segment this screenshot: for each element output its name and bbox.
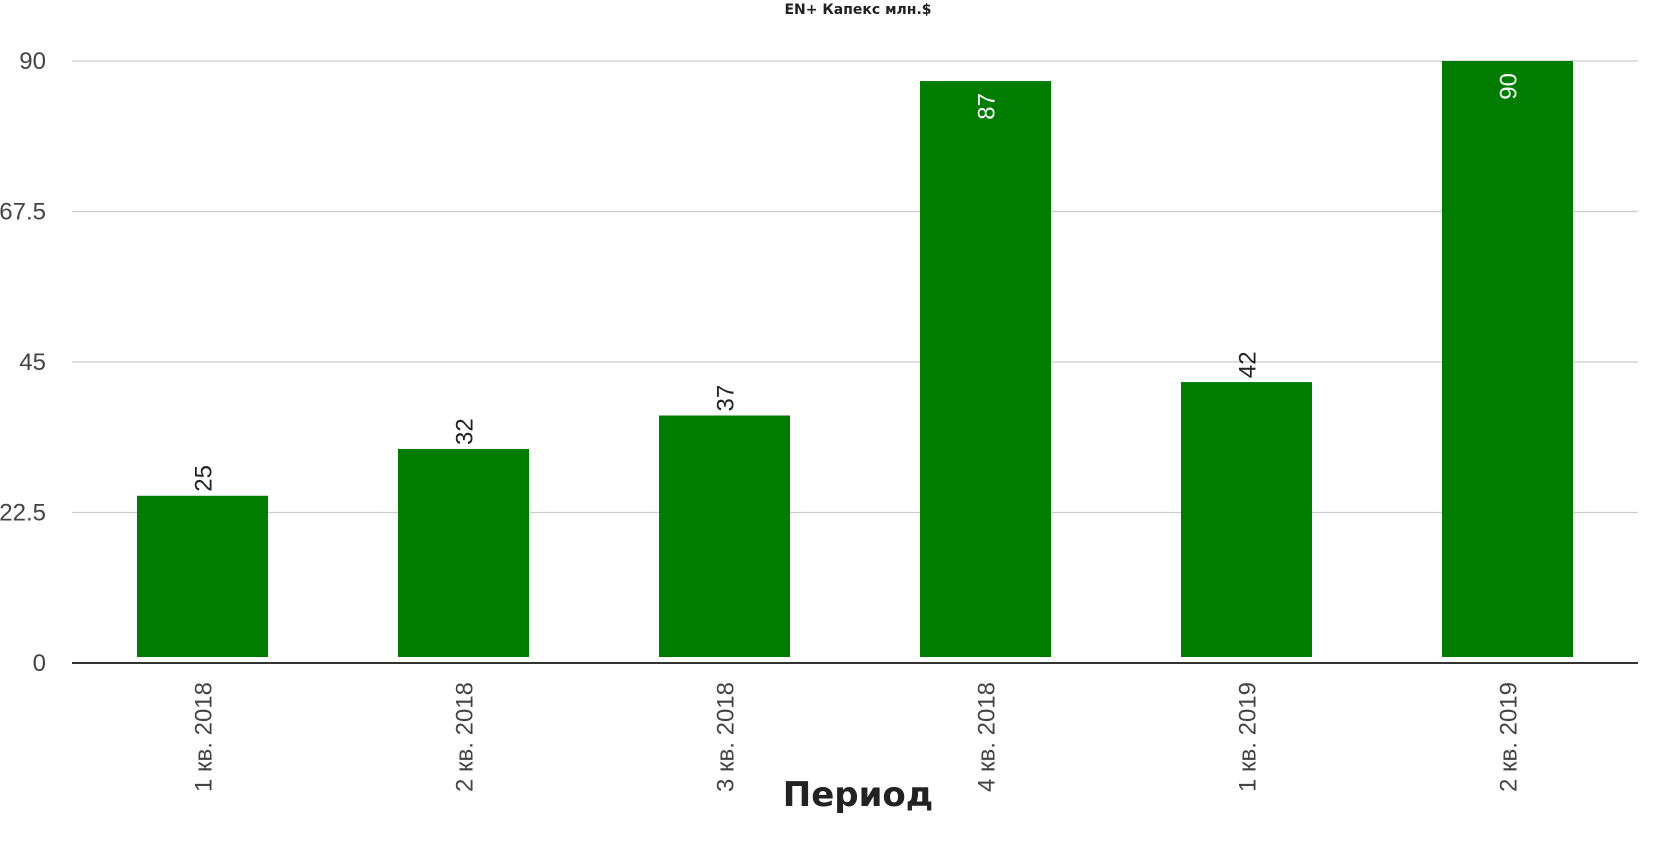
data-label: 37	[713, 385, 740, 412]
data-labels: 25 32 37 87 42 90	[191, 73, 1523, 492]
bar	[1442, 61, 1573, 657]
data-label: 90	[1496, 73, 1523, 100]
bar	[920, 81, 1051, 658]
x-tick-label: 1 кв. 2019	[1235, 682, 1262, 792]
bar	[137, 495, 268, 657]
chart-title: EN+ Капекс млн.$	[784, 2, 931, 18]
y-tick-label: 0	[33, 650, 46, 677]
y-tick-label: 22.5	[0, 500, 46, 527]
x-tick-label: 2 кв. 2018	[452, 682, 479, 792]
y-tick-label: 67.5	[0, 199, 46, 226]
x-axis-title: Период	[783, 775, 934, 815]
x-axis: 1 кв. 2018 2 кв. 2018 3 кв. 2018 4 кв. 2018…	[191, 682, 1523, 792]
x-tick-label: 1 кв. 2018	[191, 682, 218, 792]
data-label: 87	[974, 93, 1001, 120]
y-axis: 0 22.5 45 67.5 90	[0, 48, 46, 677]
y-tick-label: 45	[19, 349, 46, 376]
data-label: 32	[452, 418, 479, 445]
data-label: 42	[1235, 351, 1262, 378]
bar	[398, 448, 529, 657]
data-label: 25	[191, 465, 218, 492]
y-tick-label: 90	[19, 48, 46, 75]
gridlines	[72, 60, 1638, 514]
x-tick-label: 4 кв. 2018	[974, 682, 1001, 792]
bars	[137, 61, 1573, 658]
bar	[1181, 382, 1312, 657]
x-tick-label: 3 кв. 2018	[713, 682, 740, 792]
bar	[659, 415, 790, 657]
x-tick-label: 2 кв. 2019	[1496, 682, 1523, 792]
